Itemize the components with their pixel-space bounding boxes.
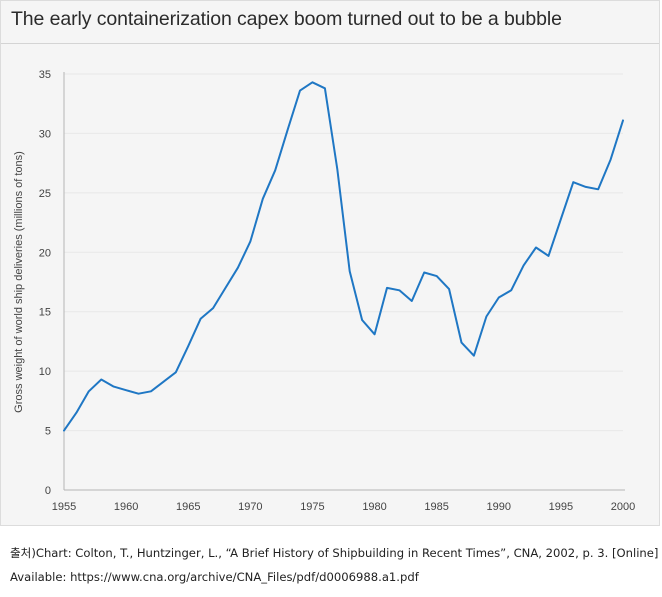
axes bbox=[63, 72, 625, 491]
x-tick-label: 2000 bbox=[611, 501, 635, 513]
x-tick-label: 1970 bbox=[238, 501, 262, 513]
source-line-2: Available: https://www.cna.org/archive/C… bbox=[10, 570, 419, 584]
source-line-1: 출처)Chart: Colton, T., Huntzinger, L., “A… bbox=[10, 546, 659, 560]
y-axis-label: Gross weight of world ship deliveries (m… bbox=[13, 151, 25, 413]
y-tick-label: 5 bbox=[45, 426, 51, 438]
y-tick-labels: 0 5 10 15 20 25 30 35 bbox=[39, 69, 51, 497]
y-tick-label: 35 bbox=[39, 69, 51, 81]
chart-title: The early containerization capex boom tu… bbox=[11, 8, 562, 30]
y-tick-label: 30 bbox=[39, 128, 51, 140]
x-tick-label: 1980 bbox=[362, 501, 386, 513]
y-tick-label: 25 bbox=[39, 188, 51, 200]
x-tick-label: 1975 bbox=[300, 501, 324, 513]
x-tick-label: 1990 bbox=[487, 501, 511, 513]
source-note: 출처)Chart: Colton, T., Huntzinger, L., “A… bbox=[10, 541, 659, 589]
x-tick-label: 1955 bbox=[52, 501, 76, 513]
y-tick-label: 10 bbox=[39, 366, 51, 378]
gridlines bbox=[64, 73, 623, 432]
chart-card: The early containerization capex boom tu… bbox=[0, 0, 660, 526]
x-tick-label: 1995 bbox=[549, 501, 573, 513]
x-tick-labels: 1955 1960 1965 1970 1975 1980 1985 1990 1995 2000 bbox=[52, 501, 635, 513]
title-divider bbox=[1, 43, 659, 44]
series bbox=[63, 81, 624, 432]
y-tick-label: 20 bbox=[39, 247, 51, 259]
x-tick-label: 1965 bbox=[176, 501, 200, 513]
y-tick-label: 0 bbox=[45, 485, 51, 497]
x-tick-label: 1985 bbox=[424, 501, 448, 513]
y-tick-label: 15 bbox=[39, 307, 51, 319]
series-line bbox=[63, 81, 624, 432]
x-tick-label: 1960 bbox=[114, 501, 138, 513]
